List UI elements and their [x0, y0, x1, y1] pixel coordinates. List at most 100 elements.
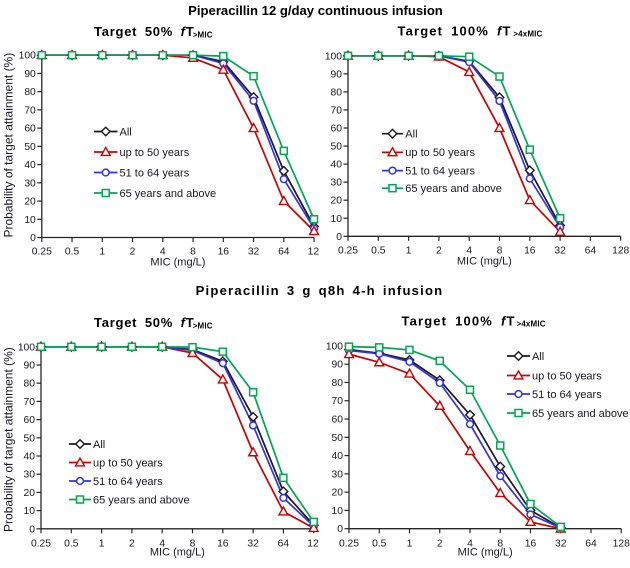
svg-text:10: 10 — [24, 506, 36, 517]
svg-text:8: 8 — [497, 245, 503, 256]
svg-text:70: 70 — [24, 397, 36, 408]
svg-text:60: 60 — [331, 124, 343, 135]
svg-text:90: 90 — [332, 360, 344, 371]
svg-text:8: 8 — [190, 247, 196, 258]
svg-text:Target 100% fT: Target 100% fT — [402, 313, 515, 328]
svg-text:80: 80 — [24, 87, 36, 98]
svg-text:65 years and above: 65 years and above — [532, 408, 629, 420]
svg-text:1: 1 — [99, 539, 105, 550]
svg-text:32: 32 — [555, 539, 567, 550]
svg-text:90: 90 — [24, 361, 36, 372]
svg-text:2: 2 — [130, 247, 136, 258]
svg-text:64: 64 — [278, 247, 290, 258]
svg-text:up to 50 years: up to 50 years — [93, 457, 163, 469]
svg-text:0.25: 0.25 — [31, 539, 51, 550]
svg-text:64: 64 — [585, 245, 597, 256]
svg-text:All: All — [120, 126, 132, 138]
svg-text:16: 16 — [525, 539, 537, 550]
svg-text:60: 60 — [24, 124, 36, 135]
svg-text:4: 4 — [466, 245, 472, 256]
svg-text:100: 100 — [325, 51, 342, 62]
svg-text:All: All — [405, 129, 417, 141]
svg-text:>MIC: >MIC — [193, 30, 213, 39]
svg-text:0: 0 — [337, 524, 343, 535]
svg-text:64: 64 — [278, 539, 290, 550]
svg-text:30: 30 — [331, 178, 343, 189]
svg-text:All: All — [93, 439, 105, 451]
svg-text:50: 50 — [332, 433, 344, 444]
svg-text:30: 30 — [24, 178, 36, 189]
svg-text:Target 100% fT: Target 100% fT — [398, 23, 511, 38]
svg-text:4: 4 — [160, 247, 166, 258]
svg-text:51 to 64 years: 51 to 64 years — [532, 389, 602, 401]
svg-text:16: 16 — [524, 245, 536, 256]
svg-text:0.25: 0.25 — [32, 247, 52, 258]
svg-text:20: 20 — [332, 488, 344, 499]
svg-text:12: 12 — [307, 539, 319, 550]
svg-text:Probability of target attainme: Probability of target attainment (%) — [2, 347, 16, 532]
svg-text:Target 50% fT: Target 50% fT — [94, 315, 194, 330]
svg-text:Target 50% fT: Target 50% fT — [94, 24, 194, 39]
svg-text:70: 70 — [24, 105, 36, 116]
svg-text:MIC (mg/L): MIC (mg/L) — [150, 547, 205, 559]
svg-text:0.25: 0.25 — [339, 539, 359, 550]
svg-text:40: 40 — [24, 452, 36, 463]
svg-text:70: 70 — [331, 105, 343, 116]
svg-text:128: 128 — [613, 539, 630, 550]
svg-text:Piperacillin 3 g q8h 4-h infus: Piperacillin 3 g q8h 4-h infusion — [196, 283, 444, 298]
svg-text:up to 50 years: up to 50 years — [120, 147, 190, 159]
svg-text:MIC (mg/L): MIC (mg/L) — [457, 255, 512, 267]
svg-text:80: 80 — [332, 378, 344, 389]
svg-text:20: 20 — [24, 197, 36, 208]
svg-text:32: 32 — [554, 245, 566, 256]
svg-text:50: 50 — [331, 142, 343, 153]
svg-text:Probability of target attainme: Probability of target attainment (%) — [2, 53, 16, 238]
svg-text:MIC (mg/L): MIC (mg/L) — [458, 547, 513, 559]
svg-text:128: 128 — [612, 245, 629, 256]
svg-text:0.25: 0.25 — [338, 245, 358, 256]
svg-text:0.5: 0.5 — [64, 539, 79, 550]
svg-text:16: 16 — [218, 247, 230, 258]
svg-text:12: 12 — [308, 247, 320, 258]
svg-text:up to 50 years: up to 50 years — [532, 370, 602, 382]
svg-text:40: 40 — [332, 451, 344, 462]
svg-text:1: 1 — [407, 539, 413, 550]
svg-text:10: 10 — [24, 215, 36, 226]
svg-text:40: 40 — [331, 160, 343, 171]
svg-text:0: 0 — [336, 232, 342, 243]
svg-text:50: 50 — [24, 142, 36, 153]
svg-text:4: 4 — [159, 539, 165, 550]
svg-text:70: 70 — [332, 396, 344, 407]
svg-text:80: 80 — [331, 87, 343, 98]
svg-text:2: 2 — [129, 539, 135, 550]
svg-text:8: 8 — [190, 539, 196, 550]
svg-text:2: 2 — [436, 245, 442, 256]
svg-text:90: 90 — [331, 69, 343, 80]
svg-text:0.5: 0.5 — [371, 245, 386, 256]
svg-text:>4xMIC: >4xMIC — [517, 320, 546, 329]
svg-text:30: 30 — [24, 470, 36, 481]
svg-text:65 years and above: 65 years and above — [405, 183, 502, 195]
svg-text:51 to 64 years: 51 to 64 years — [93, 476, 163, 488]
svg-text:64: 64 — [585, 539, 597, 550]
svg-text:51 to 64 years: 51 to 64 years — [405, 166, 475, 178]
svg-text:20: 20 — [331, 196, 343, 207]
svg-text:MIC (mg/L): MIC (mg/L) — [150, 257, 205, 269]
svg-text:50: 50 — [24, 433, 36, 444]
svg-text:65 years and above: 65 years and above — [120, 188, 217, 200]
svg-text:20: 20 — [24, 488, 36, 499]
svg-text:100: 100 — [19, 51, 36, 62]
svg-text:0.5: 0.5 — [372, 539, 387, 550]
svg-text:80: 80 — [24, 379, 36, 390]
svg-text:30: 30 — [332, 469, 344, 480]
svg-text:up to 50 years: up to 50 years — [405, 147, 475, 159]
svg-text:90: 90 — [24, 69, 36, 80]
svg-text:60: 60 — [24, 415, 36, 426]
svg-text:4: 4 — [467, 539, 473, 550]
svg-text:1: 1 — [99, 247, 105, 258]
svg-text:Piperacillin 12 g/day continuo: Piperacillin 12 g/day continuous infusio… — [188, 3, 443, 18]
svg-text:51 to 64 years: 51 to 64 years — [120, 167, 190, 179]
svg-text:10: 10 — [332, 506, 344, 517]
svg-text:1: 1 — [406, 245, 412, 256]
svg-text:8: 8 — [497, 539, 503, 550]
